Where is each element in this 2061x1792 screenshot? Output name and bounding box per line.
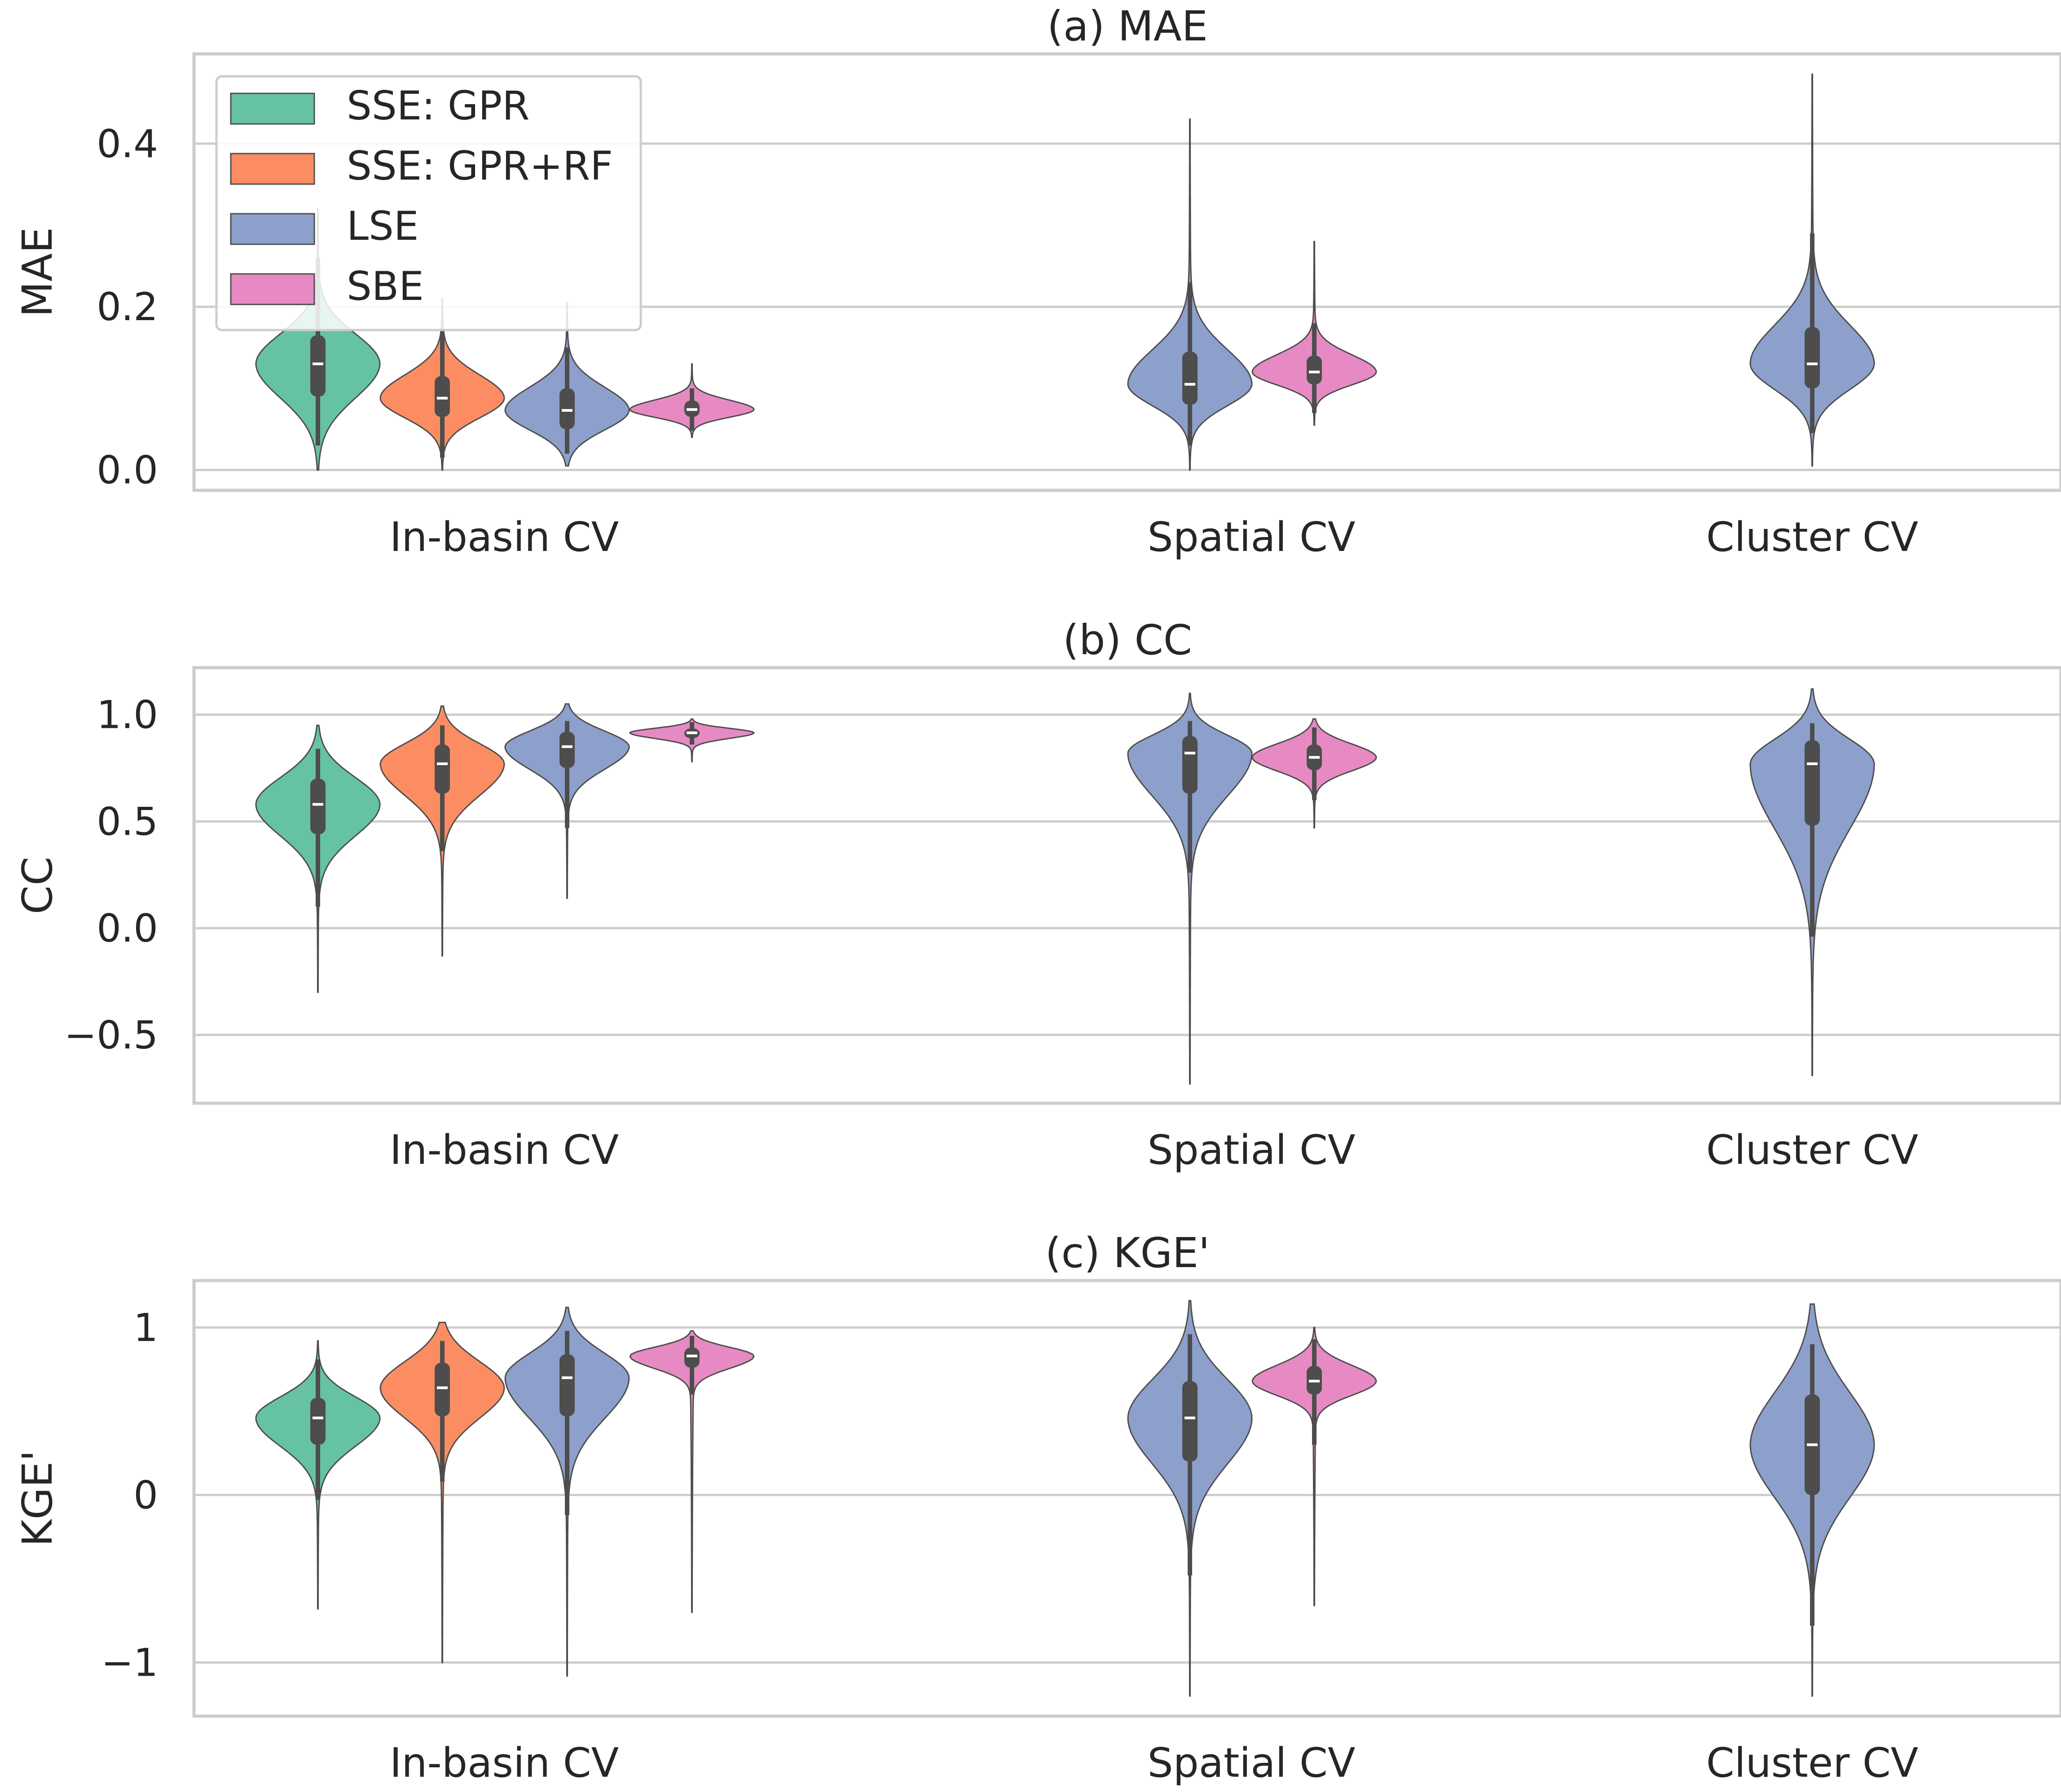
- violin-cluster-cv-lse: [1749, 73, 1875, 467]
- violin-spatial-cv-sbe: [1251, 718, 1377, 829]
- legend-item: SSE: GPR: [230, 83, 529, 129]
- y-tick-label: 1: [133, 1305, 158, 1350]
- legend-swatch: [230, 92, 315, 125]
- legend-box: [215, 75, 642, 331]
- x-tick-label: Cluster CV: [1706, 1739, 1918, 1787]
- x-tick-label: Spatial CV: [1148, 1739, 1356, 1787]
- violin-iqr-box: [1182, 1381, 1198, 1462]
- violin-in-basin-cv-lse: [504, 302, 630, 467]
- violin-in-basin-cv-sbe: [629, 1330, 755, 1613]
- legend-swatch: [230, 273, 315, 305]
- violin-whisker: [1188, 721, 1192, 873]
- legend-swatch: [230, 213, 315, 245]
- legend-item: LSE: [230, 203, 419, 249]
- violin-iqr-box: [559, 388, 575, 429]
- legend-item: SBE: [230, 263, 424, 309]
- y-tick-label: 0.2: [97, 285, 158, 330]
- violin-spatial-cv-lse: [1127, 118, 1253, 471]
- legend-label: SSE: GPR+RF: [347, 143, 613, 189]
- panel-3: (c) KGE' KGE' −1 0 1 In-basin CV Spatial CV Clu…: [13, 1229, 2061, 1787]
- x-tick-label: In-basin CV: [390, 1127, 619, 1174]
- violin-spatial-cv-lse: [1127, 1300, 1253, 1697]
- y-tick-label: 0.0: [97, 448, 158, 493]
- y-tick-label: −1: [101, 1641, 158, 1686]
- y-tick-label: −0.5: [64, 1013, 158, 1058]
- violin-in-basin-cv-sbe: [629, 718, 755, 762]
- y-tick-label: 0.0: [97, 906, 158, 951]
- violin-iqr-box: [559, 731, 575, 768]
- y-tick-label: 0: [133, 1473, 158, 1518]
- panel-title: (c) KGE': [1045, 1229, 1210, 1277]
- violin-iqr-box: [435, 376, 450, 417]
- violin-cluster-cv-lse: [1749, 688, 1875, 1076]
- legend-swatch: [230, 153, 315, 185]
- legend: SSE: GPR SSE: GPR+RF LSE SBE: [215, 75, 642, 331]
- violin-body: [629, 1330, 755, 1613]
- x-tick-label: In-basin CV: [390, 514, 619, 561]
- panel-title: (b) CC: [1063, 616, 1192, 664]
- violin-in-basin-cv-lse: [504, 1307, 630, 1677]
- y-tick-label: 0.5: [97, 799, 158, 844]
- axes-frame: [192, 52, 2061, 492]
- panel-2: (b) CC CC −0.5 0.0 0.5 1.0 In-basin CV Spatial …: [13, 616, 2061, 1174]
- violin-iqr-box: [1182, 352, 1198, 405]
- legend-label: LSE: [347, 203, 419, 249]
- violin-iqr-box: [1805, 740, 1820, 826]
- violin-body: [379, 1321, 505, 1664]
- axes-frame: [192, 1279, 2061, 1718]
- legend-label: SSE: GPR: [347, 83, 529, 129]
- y-axis-label: CC: [13, 857, 62, 914]
- y-axis-label: MAE: [13, 227, 62, 317]
- violin-iqr-box: [310, 779, 326, 834]
- x-tick-label: Cluster CV: [1706, 1127, 1918, 1174]
- violin-iqr-box: [310, 1398, 326, 1445]
- x-tick-label: In-basin CV: [390, 1739, 619, 1787]
- violin-spatial-cv-sbe: [1251, 1327, 1377, 1607]
- violin-iqr-box: [1307, 356, 1322, 384]
- axes-frame: [192, 666, 2061, 1105]
- x-tick-label: Spatial CV: [1148, 1127, 1356, 1174]
- x-tick-label: Spatial CV: [1148, 514, 1356, 561]
- panel-1: (a) MAE MAE 0.0 0.2 0.4 In-basin CV Spatial CV…: [13, 2, 2061, 561]
- y-axis-label: KGE': [13, 1450, 62, 1546]
- violin-spatial-cv-lse: [1127, 692, 1253, 1085]
- violin-whisker: [1810, 723, 1814, 937]
- x-tick-label: Cluster CV: [1706, 514, 1918, 561]
- violin-whisker: [565, 721, 569, 828]
- violin-iqr-box: [310, 335, 326, 397]
- legend-item: SSE: GPR+RF: [230, 143, 613, 189]
- panels-layer: (a) MAE MAE 0.0 0.2 0.4 In-basin CV Spatial CV…: [13, 2, 2061, 1787]
- violin-in-basin-cv-sse-gpr-rf: [379, 1321, 505, 1664]
- violin-iqr-box: [684, 1347, 700, 1368]
- violin-whisker: [565, 1330, 569, 1515]
- violin-in-basin-cv-sbe: [629, 363, 755, 438]
- panel-title: (a) MAE: [1047, 2, 1208, 50]
- violin-in-basin-cv-sse-gpr-rf: [379, 705, 505, 957]
- violin-iqr-box: [435, 1362, 450, 1417]
- violin-iqr-box: [1182, 736, 1198, 794]
- violin-in-basin-cv-sse-gpr: [255, 724, 381, 993]
- legend-label: SBE: [347, 263, 424, 309]
- violin-body: [1127, 692, 1253, 1085]
- y-tick-label: 0.4: [97, 122, 158, 167]
- violin-cluster-cv-lse: [1749, 1303, 1875, 1697]
- violin-in-basin-cv-sse-gpr: [255, 1340, 381, 1610]
- violin-iqr-box: [559, 1354, 575, 1417]
- violin-iqr-box: [1805, 327, 1820, 388]
- violin-in-basin-cv-lse: [504, 703, 630, 899]
- y-tick-label: 1.0: [97, 693, 158, 738]
- violin-iqr-box: [435, 744, 450, 794]
- violin-body: [1251, 1327, 1377, 1607]
- violin-spatial-cv-sbe: [1251, 241, 1377, 426]
